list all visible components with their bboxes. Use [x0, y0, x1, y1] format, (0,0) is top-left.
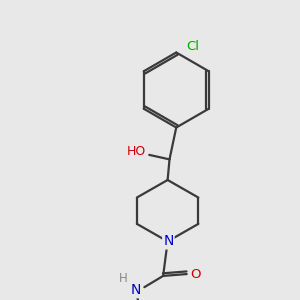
Text: N: N: [131, 283, 141, 297]
Text: H: H: [118, 272, 127, 285]
Text: O: O: [190, 268, 201, 281]
Text: Cl: Cl: [186, 40, 199, 52]
Text: HO: HO: [127, 145, 146, 158]
Text: N: N: [163, 234, 174, 248]
